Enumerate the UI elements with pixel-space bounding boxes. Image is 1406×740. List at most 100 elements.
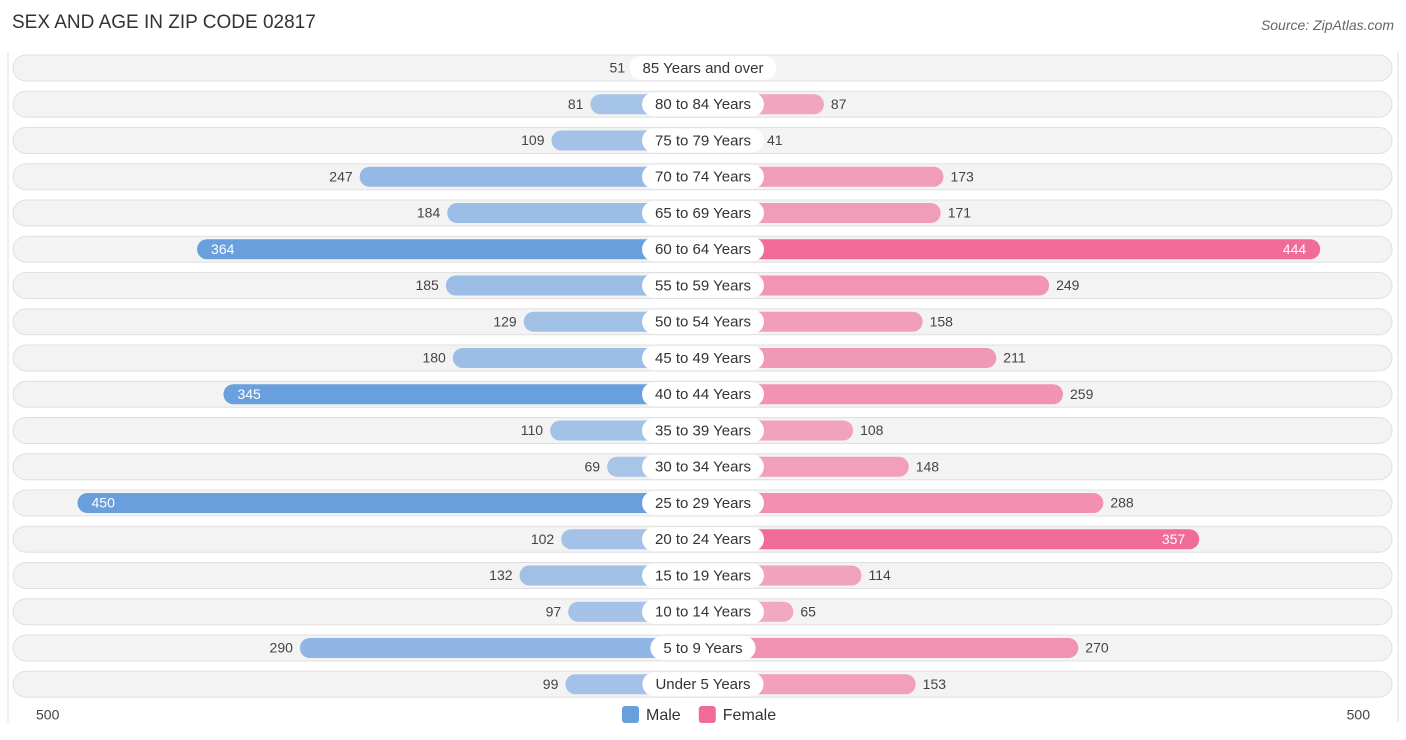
- category-label: 5 to 9 Years: [663, 640, 742, 657]
- value-label: 132: [489, 567, 513, 583]
- category-pill: [629, 56, 777, 80]
- category-label-group: 30 to 34 Years: [642, 454, 764, 479]
- value-label: 102: [531, 531, 555, 547]
- category-label: 25 to 29 Years: [655, 495, 751, 512]
- value-label: 450: [92, 495, 116, 511]
- category-pill: [642, 599, 764, 624]
- value-label: 81: [568, 96, 584, 112]
- category-pill: [642, 346, 764, 370]
- category-label-group: 25 to 29 Years: [642, 491, 764, 515]
- category-label: 60 to 64 Years: [655, 241, 751, 258]
- value-label: 87: [831, 96, 847, 112]
- bar: [223, 384, 703, 405]
- x-tick-label: 500: [36, 707, 60, 723]
- category-label: 55 to 59 Years: [655, 277, 751, 294]
- bar: [703, 275, 1050, 296]
- chart-title: SEX AND AGE IN ZIP CODE 02817: [12, 12, 316, 33]
- category-label: 70 to 74 Years: [655, 169, 751, 186]
- source: Source: ZipAtlas.com: [1261, 17, 1394, 33]
- category-label-group: Under 5 Years: [642, 672, 764, 697]
- category-label: Under 5 Years: [655, 676, 750, 693]
- value-label: 129: [493, 313, 517, 329]
- x-tick-label: 500: [1347, 707, 1371, 723]
- category-label: 75 to 79 Years: [655, 132, 751, 149]
- value-label: 109: [521, 132, 545, 148]
- category-label: 20 to 24 Years: [655, 531, 751, 548]
- category-label: 35 to 39 Years: [655, 422, 751, 439]
- category-pill: [642, 273, 764, 298]
- legend-swatch: [698, 706, 716, 723]
- category-label: 80 to 84 Years: [655, 96, 751, 113]
- category-pill: [642, 92, 764, 117]
- category-label-group: 65 to 69 Years: [642, 201, 764, 225]
- category-pill: [642, 454, 764, 479]
- category-label: 50 to 54 Years: [655, 314, 751, 331]
- category-pill: [650, 636, 756, 660]
- category-pill: [642, 672, 764, 697]
- category-label: 40 to 44 Years: [655, 386, 751, 403]
- value-label: 114: [868, 567, 891, 583]
- category-label-group: 50 to 54 Years: [642, 309, 764, 334]
- category-pill: [642, 527, 764, 552]
- category-label-group: 85 Years and over: [629, 56, 777, 80]
- bar: [447, 203, 703, 223]
- value-label: 184: [417, 205, 441, 221]
- value-label: 69: [585, 458, 601, 474]
- value-label: 99: [543, 676, 559, 692]
- value-label: 110: [521, 422, 544, 438]
- bar: [703, 529, 1200, 550]
- bar: [197, 239, 704, 260]
- value-label: 345: [237, 386, 261, 402]
- category-pill: [642, 237, 764, 262]
- bar: [445, 275, 703, 296]
- legend-swatch: [622, 706, 639, 723]
- value-label: 444: [1283, 241, 1307, 257]
- value-label: 108: [860, 422, 884, 438]
- value-label: 148: [916, 458, 940, 474]
- category-label-group: 70 to 74 Years: [642, 164, 764, 189]
- category-pill: [642, 418, 764, 443]
- category-label-group: 35 to 39 Years: [642, 418, 764, 443]
- category-pill: [642, 201, 764, 225]
- bar: [359, 166, 703, 187]
- category-label-group: 15 to 19 Years: [642, 563, 764, 588]
- category-label: 15 to 19 Years: [655, 567, 751, 584]
- category-label: 10 to 14 Years: [655, 604, 751, 621]
- category-pill: [642, 563, 764, 588]
- category-label: 30 to 34 Years: [655, 459, 751, 476]
- bar: [299, 638, 703, 658]
- category-label-group: 45 to 49 Years: [642, 346, 764, 370]
- category-label-group: 40 to 44 Years: [642, 382, 764, 407]
- bar: [703, 638, 1079, 658]
- category-pill: [642, 164, 764, 189]
- category-label-group: 80 to 84 Years: [642, 92, 764, 117]
- category-label-group: 55 to 59 Years: [642, 273, 764, 298]
- value-label: 249: [1056, 277, 1080, 293]
- bar: [703, 348, 997, 368]
- category-label: 65 to 69 Years: [655, 205, 751, 222]
- bar: [703, 384, 1064, 405]
- value-label: 288: [1110, 495, 1134, 511]
- value-label: 270: [1085, 640, 1109, 656]
- bar: [703, 239, 1321, 260]
- legend-label: Female: [723, 707, 776, 724]
- value-label: 65: [800, 603, 816, 619]
- value-label: 153: [923, 676, 947, 692]
- bar: [703, 493, 1104, 513]
- value-label: 51: [610, 60, 626, 76]
- category-label-group: 10 to 14 Years: [642, 599, 764, 624]
- category-pill: [642, 128, 764, 153]
- bar: [77, 493, 703, 513]
- value-label: 290: [270, 640, 294, 656]
- category-label-group: 20 to 24 Years: [642, 527, 764, 552]
- legend-label: Male: [646, 707, 681, 724]
- value-label: 171: [948, 205, 972, 221]
- category-label: 85 Years and over: [643, 60, 764, 77]
- value-label: 173: [950, 168, 974, 184]
- category-label-group: 75 to 79 Years: [642, 128, 764, 153]
- category-label-group: 60 to 64 Years: [642, 237, 764, 262]
- category-pill: [642, 309, 764, 334]
- bar: [452, 348, 703, 368]
- category-pill: [642, 491, 764, 515]
